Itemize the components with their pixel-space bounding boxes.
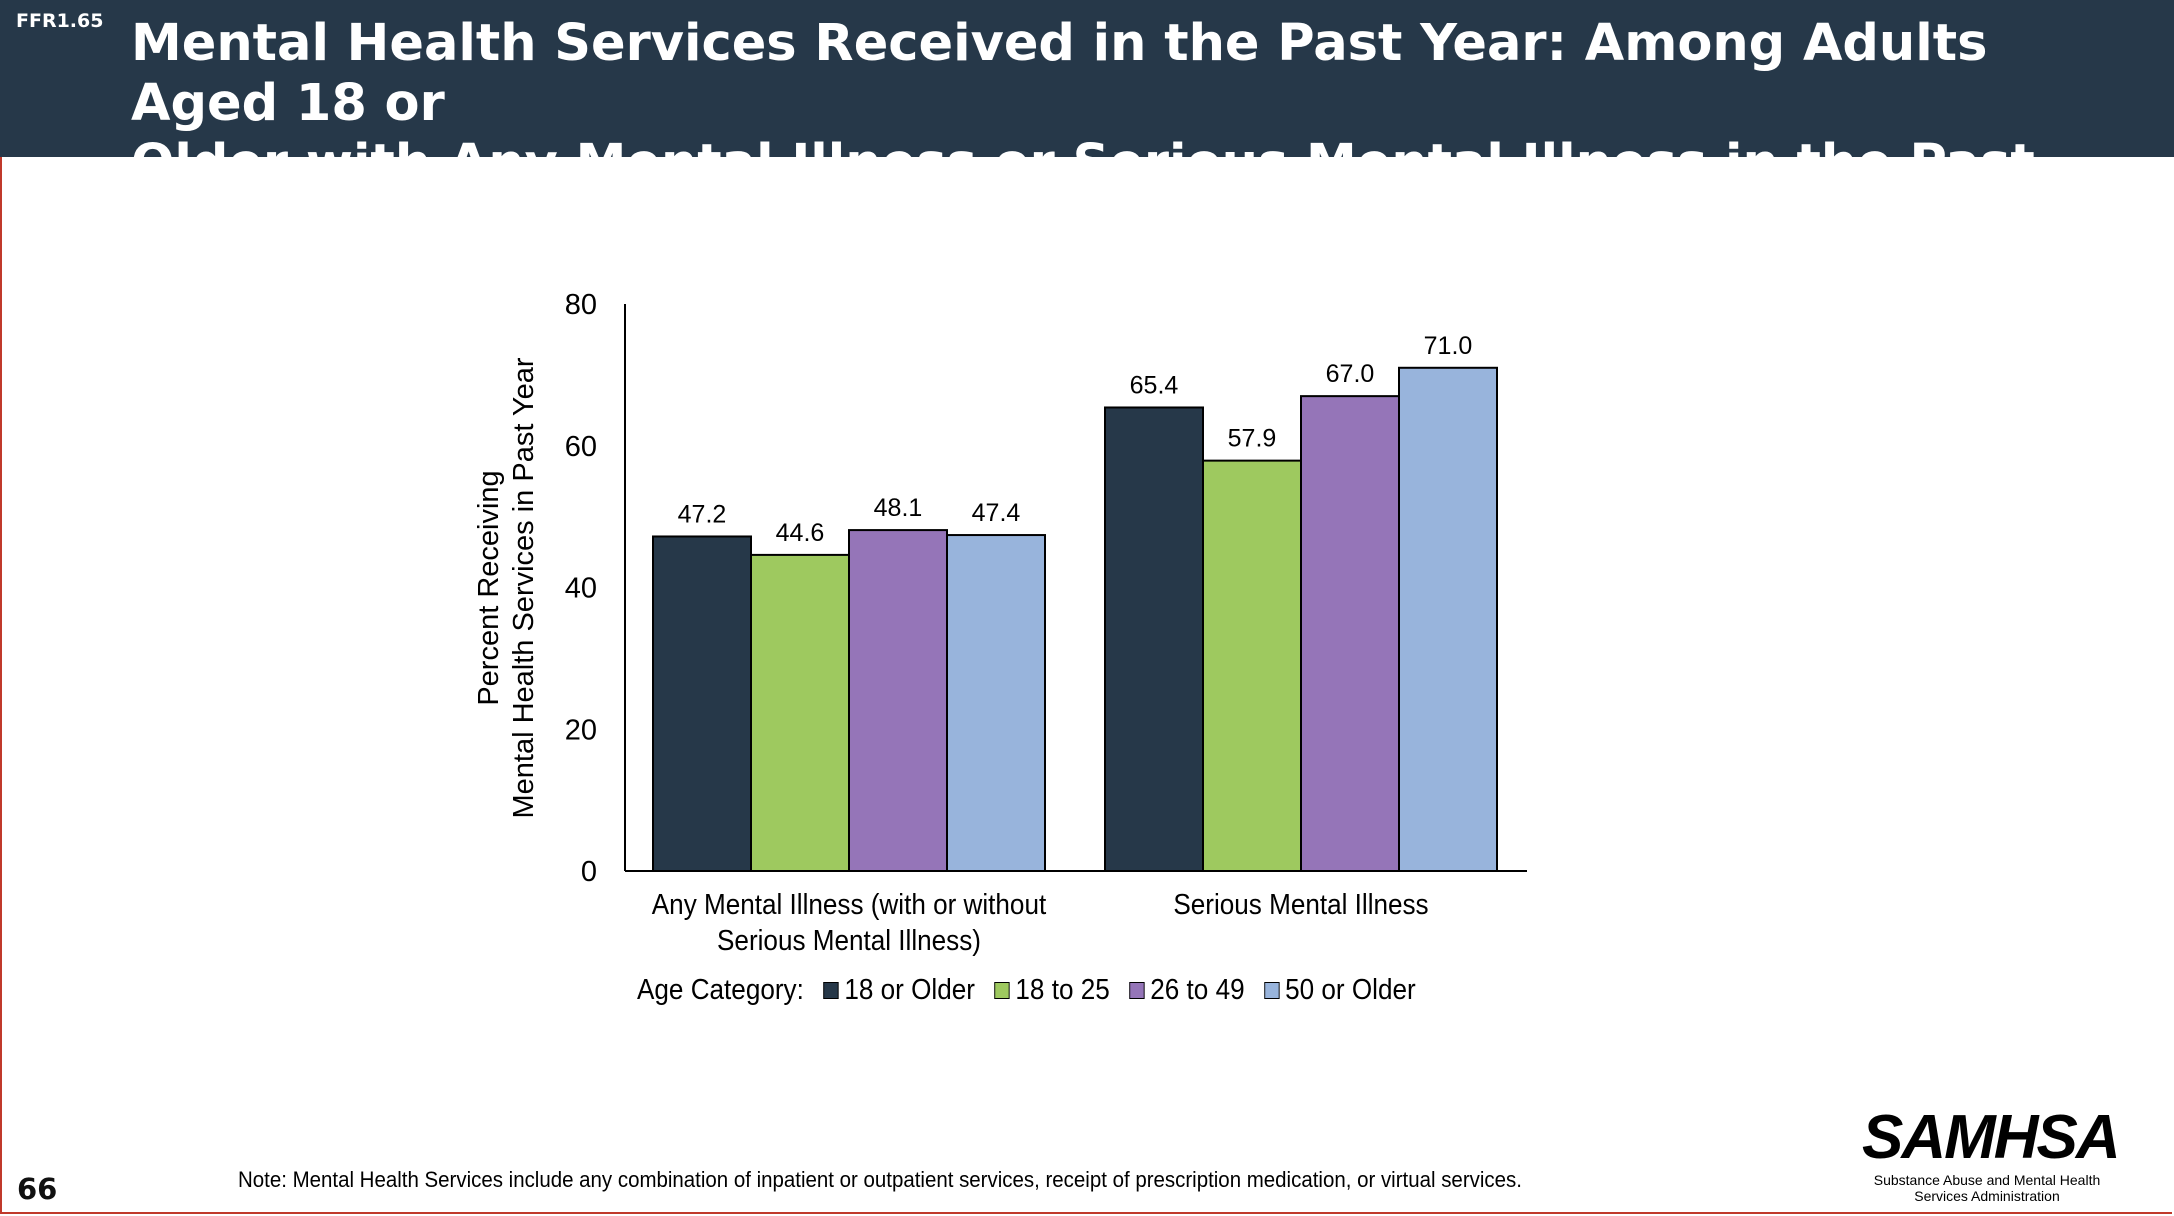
logo-subtitle-line-2: Services Administration	[1914, 1188, 2060, 1204]
title-line-1: Mental Health Services Received in the P…	[131, 14, 1988, 133]
y-axis-label: Percent Receiving Mental Health Services …	[473, 357, 540, 818]
legend-item: 26 to 49	[1129, 973, 1245, 1007]
bar	[750, 553, 850, 873]
y-axis-label-line-2: Mental Health Services in Past Year	[508, 357, 540, 818]
legend-item: 18 or Older	[823, 973, 975, 1007]
legend-swatch	[823, 981, 839, 999]
y-tick-label: 80	[565, 289, 597, 321]
y-tick-label: 60	[565, 431, 597, 463]
slide-code: FFR1.65	[16, 10, 104, 32]
bar	[1300, 395, 1400, 872]
bar	[652, 535, 752, 872]
logo-subtitle-line-1: Substance Abuse and Mental Health	[1873, 1172, 2101, 1188]
bar-value-label: 65.4	[1130, 371, 1179, 399]
legend-title: Age Category:	[637, 973, 804, 1006]
x-category-label: Serious Mental Illness	[1173, 888, 1428, 921]
legend-item: 50 or Older	[1264, 973, 1416, 1007]
legend-item: 18 to 25	[994, 973, 1110, 1007]
y-tick-label: 40	[565, 573, 597, 605]
bar-value-label: 71.0	[1424, 332, 1473, 360]
bar	[946, 534, 1046, 872]
y-axis-label-line-1: Percent Receiving	[473, 470, 505, 705]
legend-swatch	[1264, 981, 1280, 999]
y-tick-label: 0	[581, 856, 597, 888]
y-tick-label: 20	[565, 714, 597, 746]
title-line-2: Older with Any Mental Illness or Serious…	[131, 134, 2035, 253]
bar	[1398, 366, 1498, 872]
page-number: 66	[17, 1172, 58, 1206]
bar	[848, 529, 948, 872]
legend-label: 50 or Older	[1285, 973, 1416, 1006]
page-title: Mental Health Services Received in the P…	[131, 14, 2131, 254]
bar-value-label: 47.4	[972, 499, 1021, 527]
legend-swatch	[1129, 981, 1145, 999]
bar	[1202, 459, 1302, 872]
footnote: Note: Mental Health Services include any…	[238, 1167, 1522, 1192]
chart-legend: Age Category: 18 or Older 18 to 25 26 to 4…	[637, 970, 1435, 1010]
bar-value-label: 48.1	[874, 494, 923, 522]
bar-value-label: 47.2	[678, 500, 727, 528]
bar	[1104, 406, 1204, 872]
x-category-label: Serious Mental Illness)	[717, 924, 981, 957]
bar-value-label: 44.6	[776, 519, 825, 547]
legend-label: 18 to 25	[1015, 973, 1110, 1006]
x-category-label: Any Mental Illness (with or without	[652, 888, 1047, 921]
samhsa-logo: SAMHSA Substance Abuse and Mental Health…	[1862, 1103, 2121, 1205]
bar-value-label: 67.0	[1326, 360, 1375, 388]
logo-wordmark: SAMHSA	[1862, 1103, 2121, 1172]
slide-header: FFR1.65 Mental Health Services Received …	[0, 0, 2174, 253]
legend-label: 26 to 49	[1150, 973, 1245, 1006]
legend-label: 18 or Older	[844, 973, 975, 1006]
bar-value-label: 57.9	[1228, 425, 1277, 453]
legend-swatch	[994, 981, 1011, 999]
